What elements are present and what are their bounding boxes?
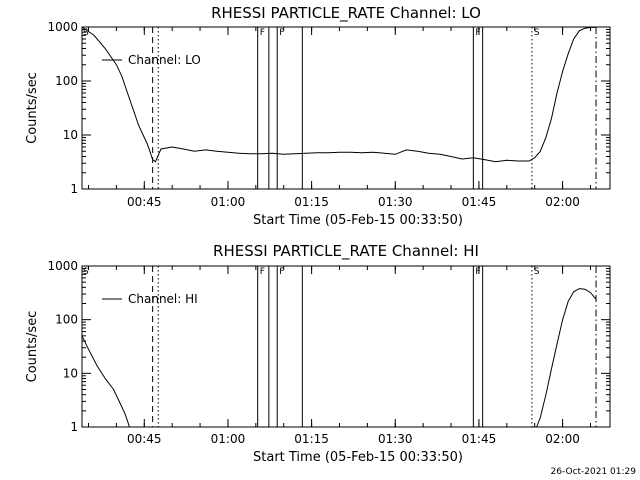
x-tick-label: 01:30: [378, 195, 413, 209]
x-tick-label: 01:30: [378, 432, 413, 446]
chart-title: RHESSI PARTICLE_RATE Channel: LO: [211, 4, 481, 23]
y-tick-label: 1: [70, 420, 78, 434]
y-tick-label: 1000: [47, 259, 78, 273]
x-tick-label: 01:15: [294, 195, 329, 209]
plot-frame: [81, 26, 611, 190]
corner-label: S: [83, 267, 89, 277]
event-marker-label: F: [475, 267, 480, 277]
y-tick-label: 100: [55, 313, 78, 327]
timestamp-footer: 26-Oct-2021 01:29: [551, 467, 637, 477]
y-tick-label: 100: [55, 74, 78, 88]
corner-label: S: [83, 28, 89, 38]
event-marker-label: F: [279, 267, 284, 277]
y-tick-label: 10: [63, 366, 78, 380]
legend-label: Channel: LO: [128, 53, 201, 67]
event-marker-label: F: [475, 28, 480, 38]
y-tick-label: 1: [70, 182, 78, 196]
plot-frame: [81, 265, 611, 428]
chart-title: RHESSI PARTICLE_RATE Channel: HI: [213, 242, 479, 261]
x-tick-label: 01:15: [294, 432, 329, 446]
data-series-line: [81, 335, 134, 428]
y-tick-label: 10: [63, 128, 78, 142]
x-tick-label: 00:45: [127, 432, 162, 446]
x-tick-label: 01:00: [211, 432, 246, 446]
event-marker-label: F: [279, 28, 284, 38]
chart-panel-hi: RHESSI PARTICLE_RATE Channel: HI 1 10 100 10…: [25, 242, 611, 465]
x-tick-label: 00:45: [127, 195, 162, 209]
data-series-line: [81, 26, 597, 163]
y-tick-label: 1000: [47, 20, 78, 34]
chart-panel-lo: RHESSI PARTICLE_RATE Channel: LO 1 10 100 10…: [25, 4, 611, 228]
event-marker-label: F: [260, 28, 265, 38]
x-tick-label: 02:00: [545, 195, 580, 209]
y-axis-label: Counts/sec: [25, 72, 40, 144]
x-tick-label: 01:00: [211, 195, 246, 209]
x-tick-label: 01:45: [462, 432, 497, 446]
x-tick-label: 01:45: [462, 195, 497, 209]
legend-label: Channel: HI: [128, 292, 198, 306]
event-marker-label: F: [260, 267, 265, 277]
x-axis-label: Start Time (05-Feb-15 00:33:50): [253, 213, 463, 228]
event-marker-label: S: [534, 28, 540, 38]
y-axis-label: Counts/sec: [25, 311, 40, 383]
x-axis-label: Start Time (05-Feb-15 00:33:50): [253, 450, 463, 465]
x-tick-label: 02:00: [545, 432, 580, 446]
data-series-line: [536, 288, 597, 428]
event-marker-label: S: [534, 267, 540, 277]
